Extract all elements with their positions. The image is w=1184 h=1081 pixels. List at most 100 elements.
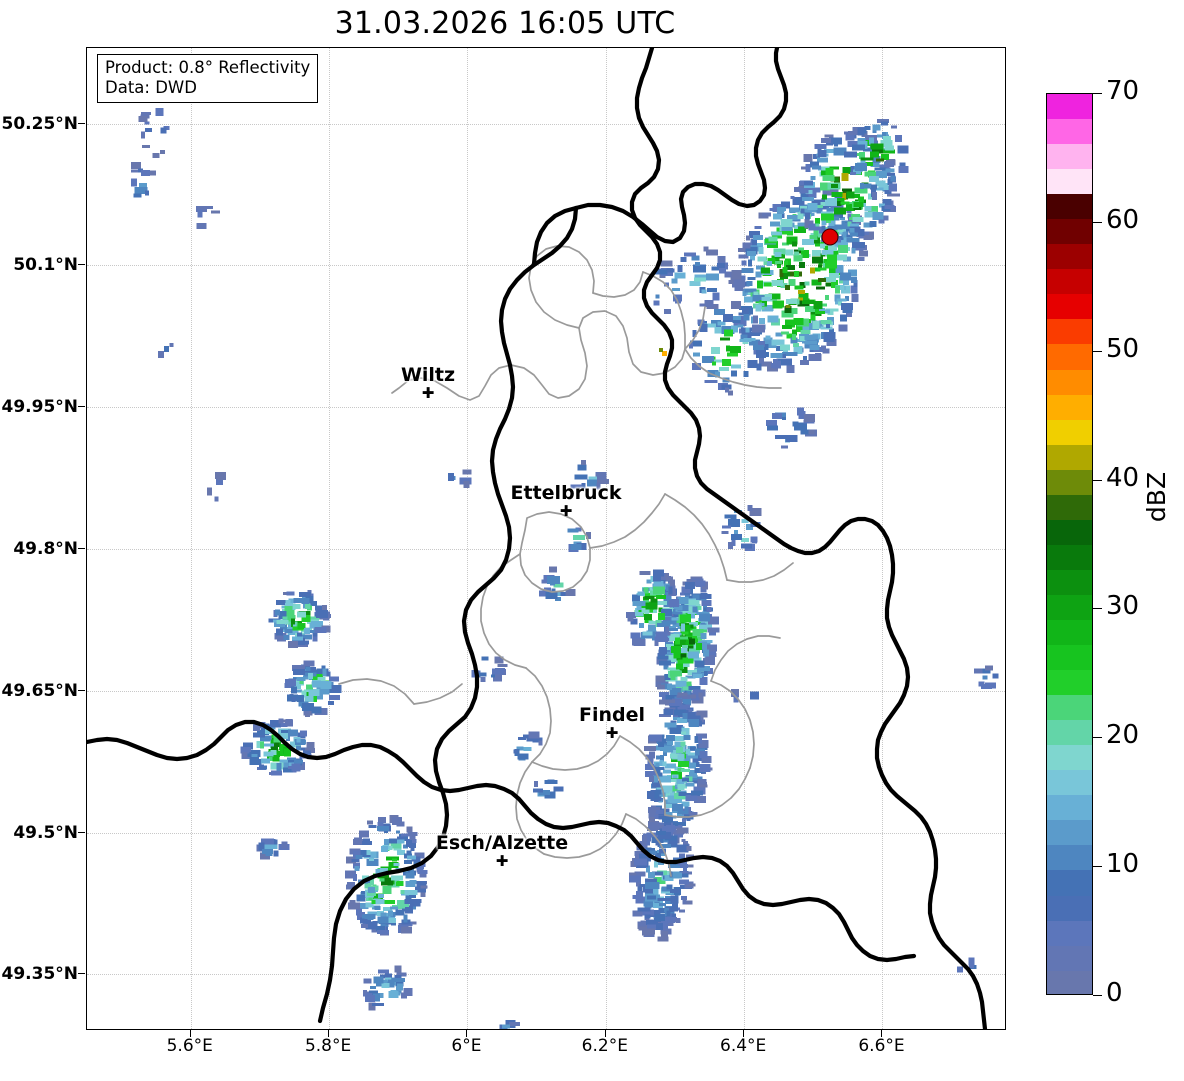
- gridline-horizontal: [87, 123, 1005, 125]
- x-axis-tick-mark: [743, 1030, 745, 1037]
- city-marker-icon: ✚: [605, 724, 619, 742]
- colorbar-band: [1047, 319, 1092, 345]
- colorbar-band: [1047, 970, 1092, 994]
- colorbar-band: [1047, 619, 1092, 646]
- y-axis-tick-label: 49.95°N: [1, 397, 79, 418]
- gridline-vertical: [329, 48, 331, 1029]
- colorbar-band: [1047, 745, 1092, 771]
- y-axis-tick-mark: [78, 831, 85, 833]
- colorbar-band: [1047, 269, 1092, 295]
- radar-echo-layer: [131, 108, 999, 1029]
- colorbar-tick-mark: [1093, 995, 1102, 996]
- map-borders-layer: [87, 48, 988, 1029]
- x-axis-tick-label: 6.2°E: [581, 1036, 628, 1056]
- colorbar-tick-mark: [1093, 93, 1102, 94]
- gridline-vertical: [467, 48, 469, 1029]
- colorbar-band: [1047, 770, 1092, 796]
- city-name: Ettelbruck: [510, 482, 622, 504]
- colorbar-tick-mark: [1093, 479, 1102, 481]
- city-marker-icon: ✚: [559, 502, 573, 520]
- gridline-horizontal: [87, 974, 1005, 976]
- colorbar-tick-label: 40: [1106, 462, 1140, 493]
- colorbar-band: [1047, 594, 1092, 620]
- x-axis-tick-label: 5.6°E: [166, 1036, 213, 1056]
- city-label-ettelbruck: Ettelbruck ✚: [510, 482, 622, 520]
- colorbar-band: [1047, 294, 1092, 320]
- gridline-horizontal: [87, 690, 1005, 692]
- y-axis-tick-label: 49.35°N: [1, 964, 79, 985]
- gridline-vertical: [190, 48, 192, 1029]
- colorbar-tick-label: 50: [1106, 333, 1140, 364]
- city-name: Findel: [578, 704, 646, 726]
- city-label-esch-alzette: Esch/Alzette ✚: [435, 832, 569, 870]
- x-axis-tick-label: 5.8°E: [304, 1036, 352, 1056]
- colorbar-band: [1047, 244, 1092, 270]
- colorbar-band: [1047, 519, 1092, 545]
- colorbar-band: [1047, 169, 1092, 195]
- y-axis-tick-mark: [78, 973, 85, 975]
- colorbar-band: [1047, 119, 1092, 145]
- colorbar-band: [1047, 144, 1092, 170]
- colorbar-tick-label: 70: [1106, 76, 1140, 106]
- colorbar-tick-label: 0: [1106, 978, 1123, 1008]
- colorbar-tick-mark: [1093, 737, 1102, 739]
- gridline-horizontal: [87, 548, 1005, 550]
- colorbar-tick-mark: [1093, 350, 1102, 352]
- x-axis-tick-mark: [466, 1030, 468, 1037]
- y-axis-tick-label: 49.65°N: [1, 680, 79, 701]
- gridline-horizontal: [87, 407, 1005, 409]
- colorbar-band: [1047, 870, 1092, 896]
- city-label-findel: Findel ✚: [578, 704, 646, 742]
- gridline-horizontal: [87, 832, 1005, 834]
- gridline-vertical: [605, 48, 607, 1029]
- colorbar-band: [1047, 94, 1092, 120]
- colorbar-band: [1047, 344, 1092, 370]
- colorbar-band: [1047, 569, 1092, 595]
- product-line: Product: 0.8° Reflectivity: [105, 58, 311, 77]
- colorbar-band: [1047, 670, 1092, 696]
- colorbar-tick-mark: [1093, 608, 1102, 610]
- colorbar-band: [1047, 720, 1092, 746]
- colorbar-tick-mark: [1093, 221, 1102, 223]
- x-axis-tick-mark: [604, 1030, 606, 1037]
- y-axis-tick-label: 49.8°N: [13, 538, 78, 559]
- data-source-line: Data: DWD: [105, 78, 197, 97]
- city-name: Esch/Alzette: [435, 832, 569, 854]
- colorbar-band: [1047, 469, 1092, 495]
- y-axis-tick-label: 50.1°N: [13, 255, 78, 276]
- city-marker-icon: ✚: [495, 852, 509, 870]
- map-canvas: Wiltz ✚ Ettelbruck ✚ Findel ✚ Esch/Alzette ✚ Pr…: [87, 48, 1005, 1029]
- x-axis-tick-mark: [881, 1030, 883, 1037]
- gridline-horizontal: [87, 265, 1005, 267]
- colorbar-band: [1047, 194, 1092, 220]
- colorbar-band: [1047, 645, 1092, 671]
- colorbar-tick-label: 30: [1106, 591, 1140, 622]
- x-axis-tick-label: 6°E: [451, 1036, 482, 1056]
- city-label-wiltz: Wiltz ✚: [401, 364, 455, 402]
- y-axis-tick-label: 50.25°N: [1, 113, 79, 134]
- colorbar-band: [1047, 444, 1092, 470]
- y-axis-tick-mark: [78, 689, 85, 691]
- info-legend-box: Product: 0.8° Reflectivity Data: DWD: [97, 54, 319, 103]
- city-marker-icon: ✚: [421, 384, 435, 402]
- radar-map-panel[interactable]: Wiltz ✚ Ettelbruck ✚ Findel ✚ Esch/Alzette ✚ Pr…: [86, 47, 1006, 1030]
- y-axis-tick-label: 49.5°N: [13, 822, 78, 843]
- radar-site-neuheilenbach[interactable]: [821, 228, 839, 246]
- colorbar-band: [1047, 695, 1092, 721]
- y-axis-tick-mark: [78, 122, 85, 124]
- y-axis-tick-mark: [78, 264, 85, 266]
- colorbar-band: [1047, 795, 1092, 821]
- x-axis-tick-label: 6.6°E: [858, 1036, 905, 1056]
- colorbar-band: [1047, 394, 1092, 420]
- x-axis-tick-mark: [328, 1030, 330, 1037]
- y-axis-tick-mark: [78, 547, 85, 549]
- colorbar-band: [1047, 419, 1092, 445]
- colorbar-tick-label: 10: [1106, 849, 1140, 880]
- colorbar-tick-label: 20: [1106, 720, 1140, 751]
- x-axis-tick-mark: [189, 1030, 191, 1037]
- colorbar-tick-mark: [1093, 866, 1102, 868]
- colorbar-band: [1047, 920, 1092, 946]
- colorbar-band: [1047, 895, 1092, 921]
- colorbar[interactable]: [1046, 93, 1093, 995]
- colorbar-band: [1047, 820, 1092, 846]
